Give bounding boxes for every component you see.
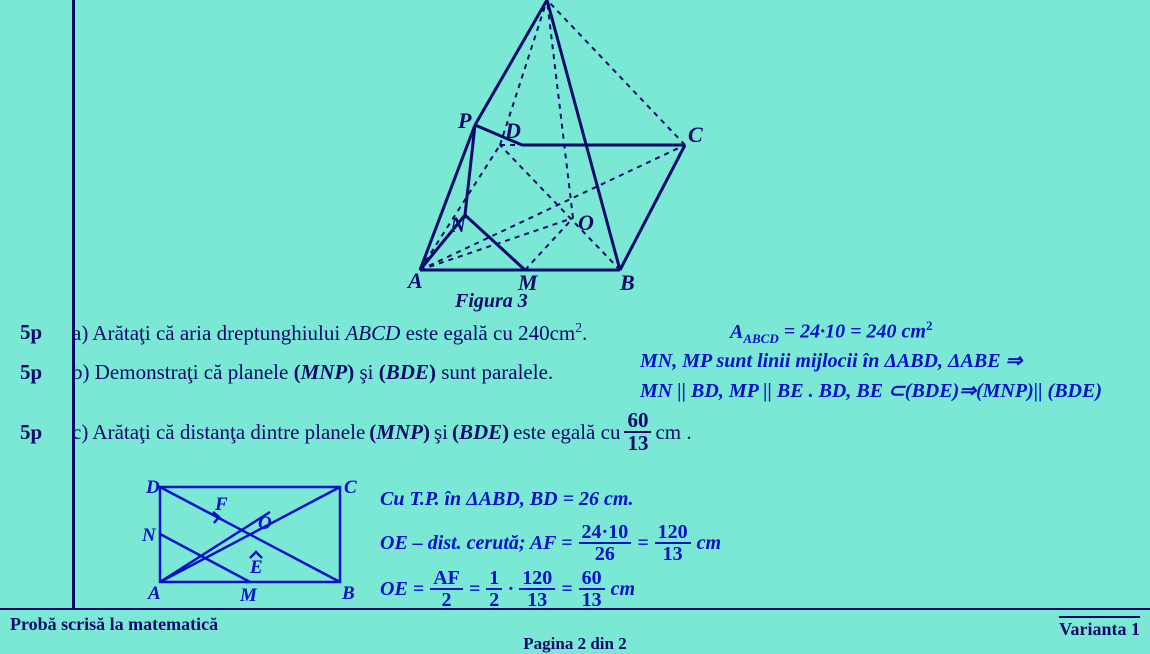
sf-O: O bbox=[258, 513, 272, 534]
sf-F: F bbox=[214, 494, 228, 515]
points-a: 5p bbox=[0, 320, 72, 345]
figure-small: D C A B M N O E F bbox=[140, 477, 370, 607]
f: AF bbox=[430, 568, 463, 590]
qa-mid: este egală cu 240cm bbox=[406, 321, 576, 345]
question-c: c) Arătaţi că distanţa dintre planele (M… bbox=[72, 410, 692, 454]
solution-c: Cu T.P. în ΔABD, BD = 26 cm. OE – dist. … bbox=[380, 480, 721, 614]
sol-l2-pre: OE – dist. cerută; AF = bbox=[380, 524, 573, 562]
qb-post: sunt paralele. bbox=[441, 360, 553, 384]
f: 13 bbox=[579, 590, 605, 610]
qc-den: 13 bbox=[624, 433, 651, 454]
f: 120 bbox=[655, 522, 691, 544]
qc-post: este egală cu bbox=[513, 420, 620, 445]
v-rule bbox=[72, 0, 75, 610]
footer-center: Pagina 2 din 2 bbox=[0, 634, 1150, 654]
figure-caption: Figura 3 bbox=[455, 290, 528, 313]
row-b: 5p b) Demonstraţi că planele (MNP) şi (B… bbox=[0, 360, 553, 385]
qc-pre: c) Arătaţi că distanţa dintre planele bbox=[72, 420, 365, 445]
f: 24·10 bbox=[579, 522, 632, 544]
qc-unit: cm . bbox=[655, 420, 691, 445]
lbl-B: B bbox=[619, 270, 635, 295]
pre: OE = bbox=[380, 570, 424, 608]
sf-C: C bbox=[344, 477, 357, 498]
answer-a: AABCD = 24·10 = 240 cm2 bbox=[730, 318, 932, 347]
sf-B: B bbox=[341, 583, 355, 604]
footer-left: Probă scrisă la matematică bbox=[10, 614, 218, 635]
qc-mid: şi bbox=[434, 420, 448, 445]
f: 13 bbox=[519, 590, 555, 610]
row-a: 5p a) Arătaţi că aria dreptunghiului ABC… bbox=[0, 320, 587, 346]
points-c: 5p bbox=[0, 420, 72, 445]
qa-abcd: ABCD bbox=[345, 321, 400, 345]
f: 26 bbox=[579, 544, 632, 564]
sf-A: A bbox=[147, 583, 161, 604]
eq: = bbox=[561, 570, 572, 608]
dot: · bbox=[508, 570, 513, 608]
sf-N: N bbox=[141, 525, 157, 546]
lbl-D: D bbox=[504, 118, 521, 143]
qa-text: a) Arătaţi că aria dreptunghiului bbox=[72, 321, 345, 345]
eq: = bbox=[469, 570, 480, 608]
lbl-A: A bbox=[406, 268, 423, 293]
f: 2 bbox=[486, 590, 502, 610]
sf-D: D bbox=[145, 477, 160, 498]
sf-E: E bbox=[249, 557, 263, 578]
u: cm bbox=[611, 570, 635, 608]
qb-pre: b) Demonstraţi că planele bbox=[72, 360, 294, 384]
points-b: 5p bbox=[0, 360, 72, 385]
eq: = bbox=[637, 524, 648, 562]
sol-l1: Cu T.P. în ΔABD, BD = 26 cm. bbox=[380, 480, 721, 518]
lbl-C: C bbox=[688, 122, 703, 147]
lbl-O: O bbox=[578, 210, 594, 235]
answer-b: MN, MP sunt linii mijlocii în ΔABD, ΔABE… bbox=[640, 346, 1102, 406]
f: 2 bbox=[430, 590, 463, 610]
ans-b-l2: MN || BD, MP || BE . BD, BE ⊂(BDE)⇒(MNP)… bbox=[640, 376, 1102, 406]
lbl-N: N bbox=[449, 212, 467, 237]
qa-dot: . bbox=[582, 321, 587, 345]
row-c: 5p c) Arătaţi că distanţa dintre planele… bbox=[0, 410, 692, 454]
f: 13 bbox=[655, 544, 691, 564]
question-b: b) Demonstraţi că planele (MNP) şi (BDE)… bbox=[72, 360, 553, 385]
f: 60 bbox=[579, 568, 605, 590]
figure-3: A M B C D P O N bbox=[300, 0, 730, 295]
sf-M: M bbox=[239, 585, 258, 606]
lbl-P: P bbox=[457, 108, 472, 133]
qb-mid: şi bbox=[360, 360, 379, 384]
question-a: a) Arătaţi că aria dreptunghiului ABCD e… bbox=[72, 320, 587, 346]
ans-b-l1: MN, MP sunt linii mijlocii în ΔABD, ΔABE… bbox=[640, 346, 1102, 376]
qc-num: 60 bbox=[624, 410, 651, 433]
page: A M B C D P O N Figura 3 5p a) Arătaţi c… bbox=[0, 0, 1150, 647]
u: cm bbox=[697, 524, 721, 562]
sol-l2: OE – dist. cerută; AF = 24·1026 = 12013 … bbox=[380, 522, 721, 564]
f: 1 bbox=[486, 568, 502, 590]
sol-l3: OE = AF2 = 12 · 12013 = 6013 cm bbox=[380, 568, 721, 610]
f: 120 bbox=[519, 568, 555, 590]
